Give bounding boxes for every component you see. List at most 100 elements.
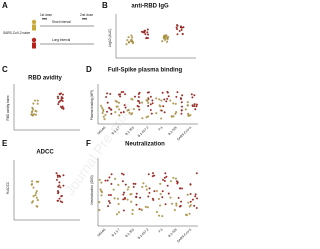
dot [131,209,134,212]
dot [164,35,167,38]
y-label: Plasma binding (MFI) [90,90,94,120]
dot [117,183,120,186]
axes [115,14,196,59]
dot [195,105,198,108]
dot [135,192,138,195]
x-tick-label: B.1.617.2 [137,227,150,240]
dot [127,36,130,39]
dot [174,102,177,105]
dot [131,112,134,115]
dot [105,96,108,99]
dot [169,99,172,102]
scatter [125,24,185,46]
dot [101,112,104,115]
dot [146,91,149,94]
dot [163,176,166,179]
dot [167,192,170,195]
scatter [30,92,65,117]
dot [62,184,65,187]
dot [58,184,61,187]
dot [169,180,172,183]
x-tick-label: SARS-CoV-1 [176,227,192,243]
dot [141,101,144,104]
dot [181,187,184,190]
dot [144,33,147,36]
dot [194,193,197,196]
dot [124,93,127,96]
dot [155,112,158,115]
dot [162,105,165,108]
dot [176,33,179,36]
dot [31,180,34,183]
dot [160,117,163,120]
dot [62,174,65,177]
dot [36,99,39,102]
dot [157,198,160,200]
dot [108,176,111,179]
dot [142,182,145,185]
dot [113,197,116,200]
dot [171,202,173,205]
dot [175,95,178,98]
dot [189,204,192,207]
dot [130,97,133,100]
dot [145,185,148,188]
interval-label: Short interval [52,20,71,24]
cohort-label: SARS-CoV-2 naive [3,31,30,35]
dot [145,116,148,119]
dot [180,26,183,29]
panel-title: Neutralization [125,142,165,148]
dot [158,98,161,101]
dot [164,203,167,206]
x-tick-label: B.1.351 [124,125,135,136]
dot [124,183,127,186]
dot [193,204,196,207]
dot [167,95,170,98]
dot [151,197,154,200]
x-tick-label: B.1.617.2 [137,125,150,138]
dot [163,179,166,182]
dot [188,205,191,208]
dot [172,176,175,179]
dot [104,113,107,116]
dot [180,28,183,31]
dot [100,194,103,197]
dot [107,205,110,208]
dot [186,193,189,196]
dot [125,43,128,46]
dot [137,96,140,99]
dot [108,106,111,109]
dot [181,94,184,97]
dot [148,191,151,194]
dot [122,198,125,201]
dot [114,99,117,102]
dot [178,205,181,208]
dot [106,92,109,95]
dot [59,105,62,108]
dot [121,172,123,175]
dot [117,203,120,206]
dot [108,201,111,204]
dot [189,200,192,203]
dot [140,208,143,211]
dot [167,35,170,38]
dot [108,200,110,203]
dot [118,114,121,117]
dot [169,196,172,199]
dot [117,211,120,214]
dot [137,93,140,95]
dot [187,112,190,115]
panel-letter: C [2,65,8,74]
dot [159,182,162,185]
dot [57,199,60,202]
dot [35,196,38,199]
x-tick-label: D614G [96,125,106,135]
dot [116,213,118,216]
dot [175,204,178,207]
dot [166,38,169,41]
dot [109,92,112,95]
dot [180,112,183,115]
dot [98,178,101,181]
dot [127,186,130,189]
dot [162,178,164,181]
